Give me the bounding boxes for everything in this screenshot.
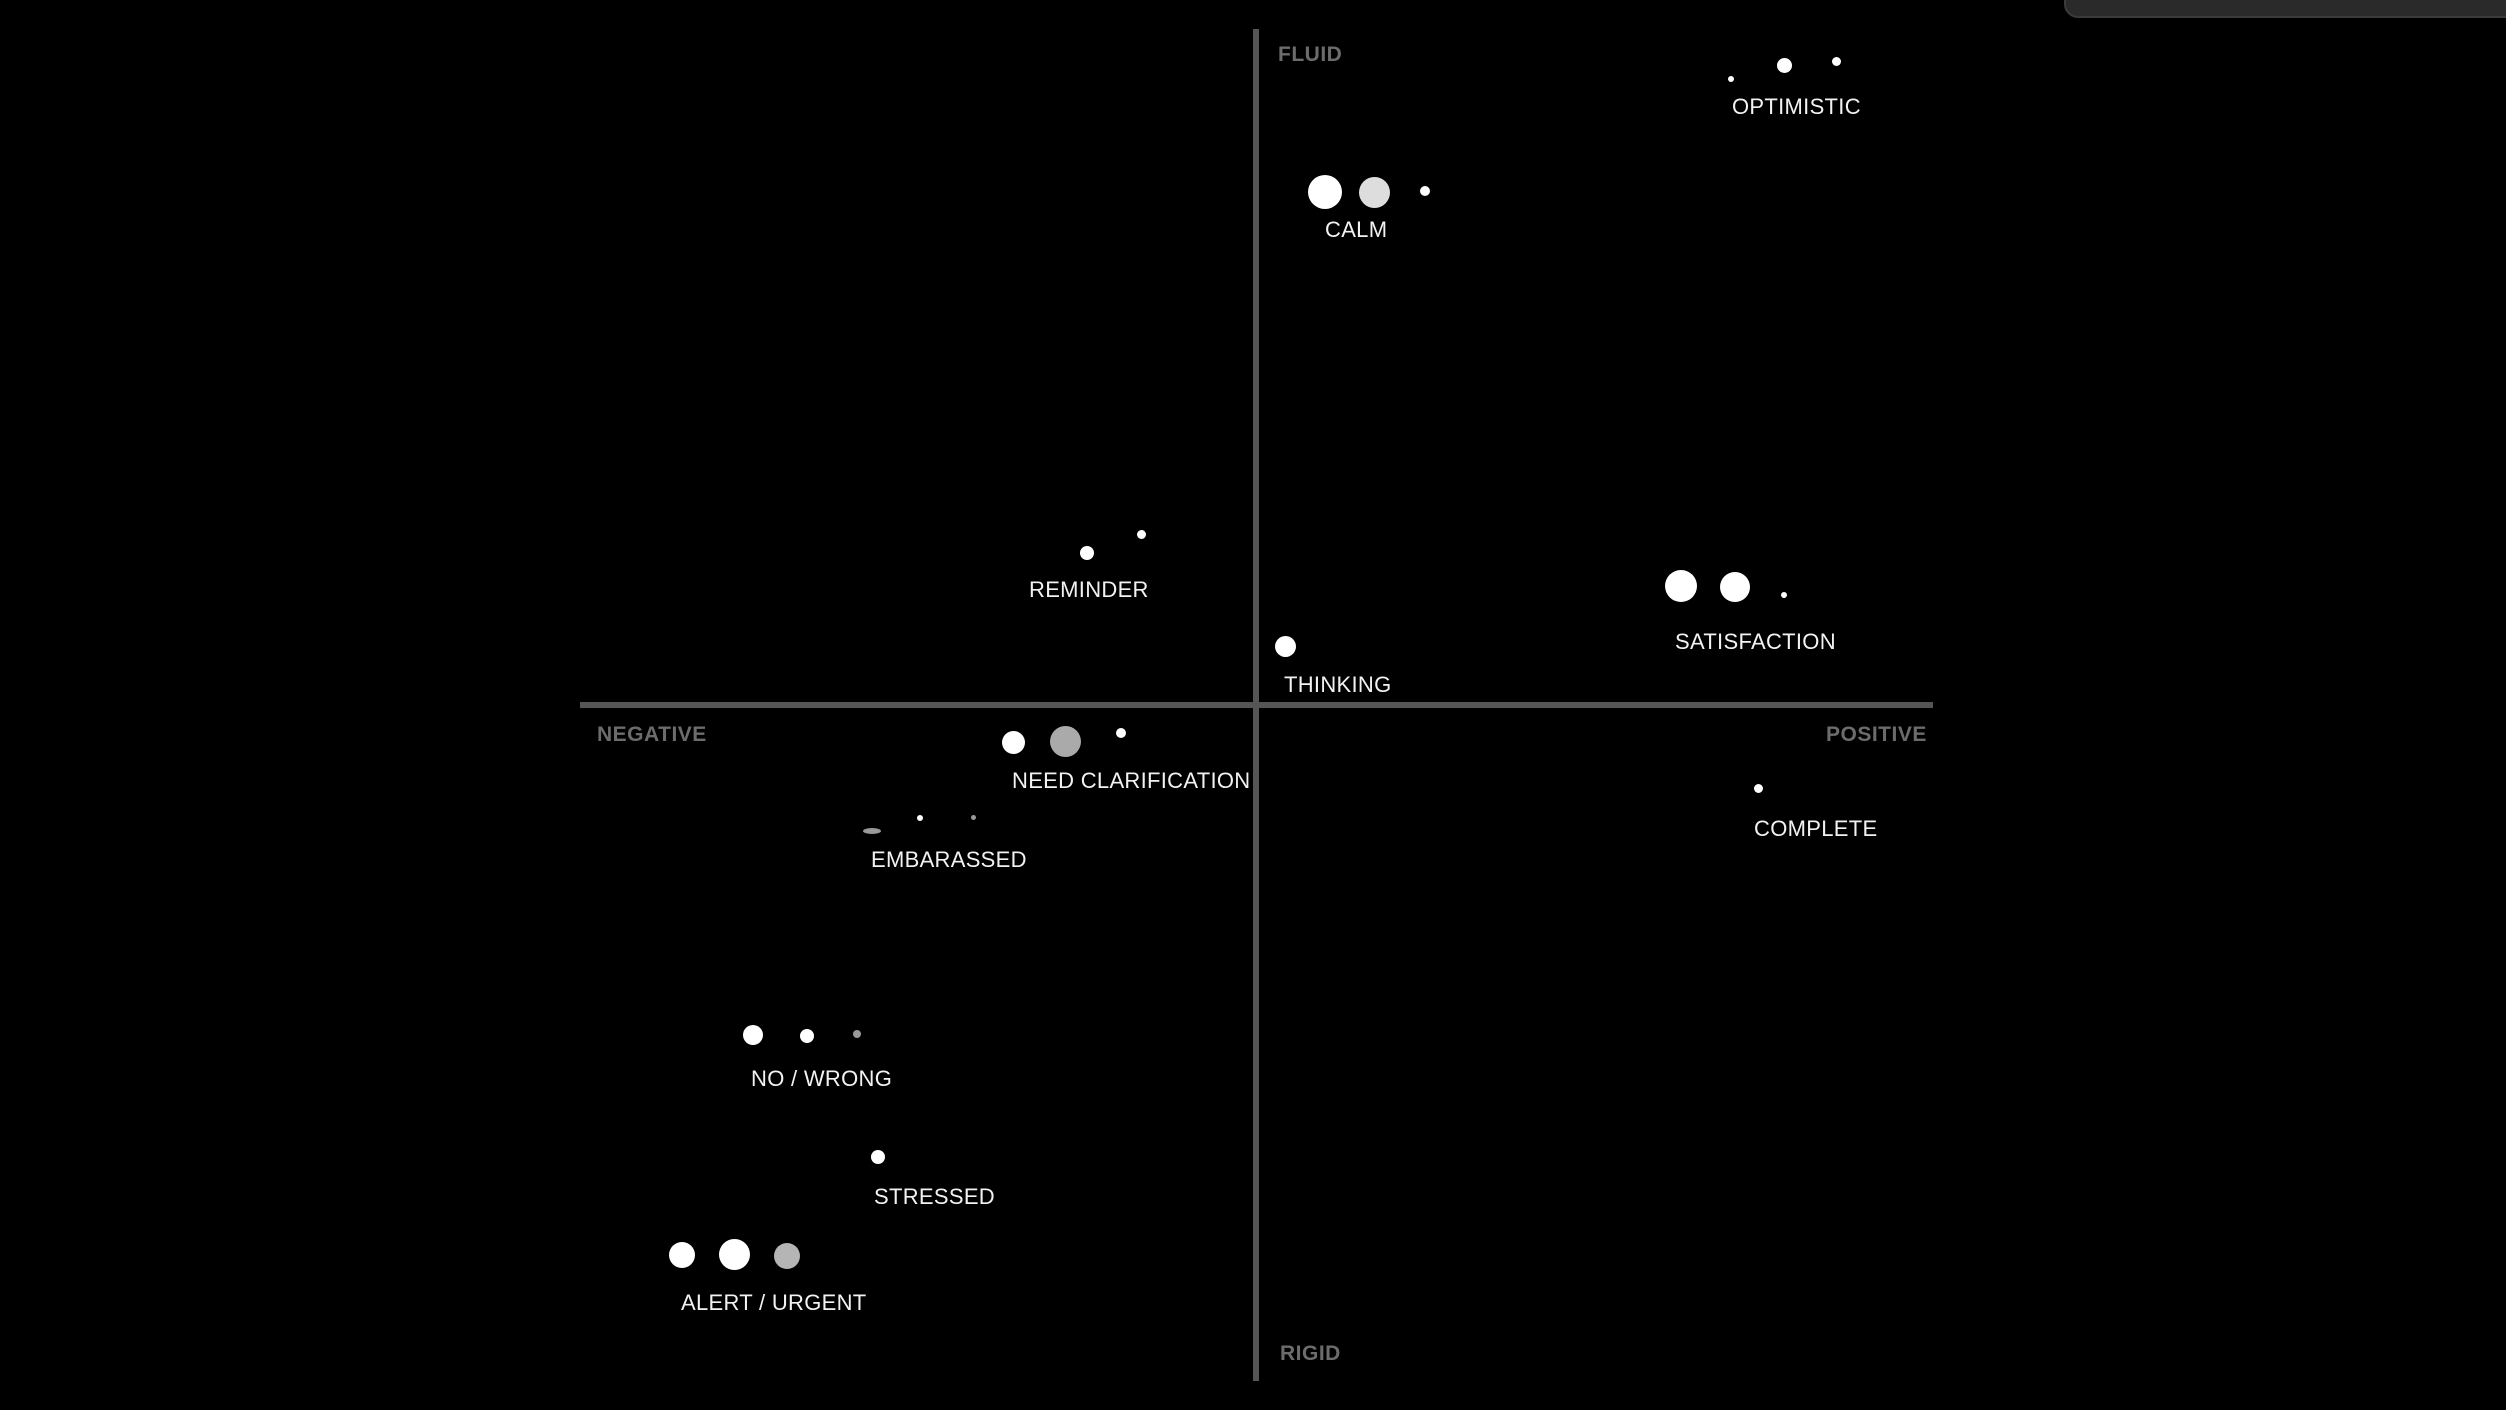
stressed-dot (871, 1150, 885, 1164)
optimistic-dot-3 (1832, 57, 1841, 66)
optimistic-dot-1 (1728, 76, 1734, 82)
window-corner-tab (2064, 0, 2506, 18)
satisfaction-dot-3 (1781, 592, 1787, 598)
need-clarification-dot-1 (1002, 731, 1025, 754)
alert-urgent-dot-1 (669, 1242, 695, 1268)
emotion-label-optimistic: OPTIMISTIC (1732, 94, 1861, 120)
emotion-label-thinking: THINKING (1284, 672, 1392, 698)
reminder-dot-1 (1080, 546, 1094, 560)
no-wrong-dot-2 (800, 1029, 814, 1043)
optimistic-dot-2 (1777, 58, 1792, 73)
need-clarification-dot-2 (1050, 726, 1081, 757)
complete-dot (1754, 784, 1763, 793)
calm-dot-2 (1359, 177, 1390, 208)
embarassed-dot-3 (971, 815, 976, 820)
emotion-label-stressed: STRESSED (874, 1184, 995, 1210)
axis-label-negative: NEGATIVE (597, 723, 707, 747)
embarassed-dot-1 (863, 828, 881, 834)
axis-label-rigid: RIGID (1280, 1342, 1341, 1366)
emotion-label-calm: CALM (1325, 217, 1387, 243)
emotion-label-no-wrong: NO / WRONG (751, 1066, 892, 1092)
satisfaction-dot-2 (1720, 572, 1750, 602)
satisfaction-dot-1 (1665, 570, 1697, 602)
no-wrong-dot-1 (743, 1025, 763, 1045)
no-wrong-dot-3 (853, 1030, 861, 1038)
emotion-label-alert-urgent: ALERT / URGENT (681, 1290, 867, 1316)
embarassed-dot-2 (917, 815, 923, 821)
emotion-label-reminder: REMINDER (1029, 577, 1149, 603)
emotion-label-need-clarification: NEED CLARIFICATION (1012, 768, 1250, 794)
alert-urgent-dot-3 (774, 1243, 800, 1269)
calm-dot-3 (1420, 186, 1430, 196)
calm-dot-1 (1308, 175, 1342, 209)
thinking-dot (1275, 636, 1296, 657)
emotion-label-satisfaction: SATISFACTION (1675, 629, 1836, 655)
axis-label-fluid: FLUID (1278, 43, 1342, 67)
alert-urgent-dot-2 (719, 1239, 750, 1270)
emotion-label-complete: COMPLETE (1754, 816, 1877, 842)
need-clarification-dot-3 (1116, 728, 1126, 738)
emotion-label-embarassed: EMBARASSED (871, 847, 1027, 873)
horizontal-axis-line (580, 702, 1933, 708)
axis-label-positive: POSITIVE (1826, 723, 1927, 747)
reminder-dot-2 (1137, 530, 1146, 539)
